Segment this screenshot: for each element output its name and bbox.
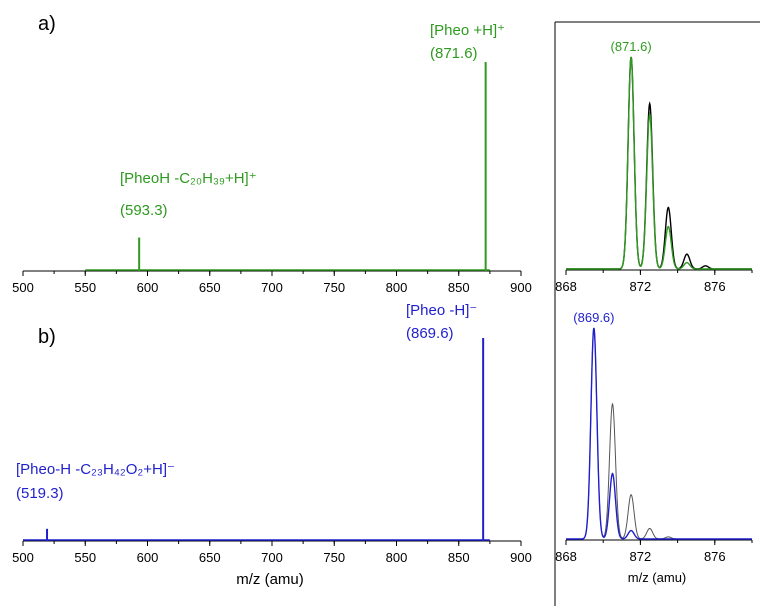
a-main-peak-label-593.3-line1: (593.3): [120, 202, 168, 219]
a-inset-series-green: [566, 56, 752, 270]
b-main-tick-label-650: 650: [199, 550, 221, 565]
a-main-tick-label-500: 500: [12, 280, 34, 295]
b-main-tick-label-900: 900: [510, 550, 532, 565]
a-inset-tick-label-868: 868: [555, 279, 577, 294]
a-main-peak-label-871.6-line0: [Pheo +H]⁺: [430, 22, 505, 39]
b-main-peak-label-869.6-line1: (869.6): [406, 325, 454, 342]
b-inset-series-gray: [566, 327, 752, 540]
b-inset-annotation: (869.6): [573, 310, 614, 325]
panel-a-label: a): [38, 13, 56, 35]
b-main-xlabel: m/z (amu): [236, 571, 304, 588]
b-main-tick-label-750: 750: [323, 550, 345, 565]
b-main-tick-label-800: 800: [386, 550, 408, 565]
b-main-peak-label-869.6-line0: [Pheo -H]⁻: [406, 302, 477, 319]
chart-b-inset-isotope: 868 872 876 (869.6): [555, 310, 753, 564]
panel-b-label: b): [38, 326, 56, 348]
b-inset-tick-label-876: 876: [704, 549, 726, 564]
b-main-peak-label-519.3-line0: [Pheo-H -C₂₃H₄₂O₂+H]⁻: [16, 461, 175, 478]
a-inset-tick-label-876: 876: [704, 279, 726, 294]
a-main-tick-label-650: 650: [199, 280, 221, 295]
b-inset-tick-label-868: 868: [555, 549, 577, 564]
a-inset-tick-label-872: 872: [630, 279, 652, 294]
a-main-tick-label-900: 900: [510, 280, 532, 295]
a-inset-series-black: [566, 56, 752, 270]
chart-a-inset-isotope: 868 872 876 (871.6): [555, 39, 753, 294]
b-inset-xlabel: m/z (amu): [628, 570, 687, 585]
b-inset-tick-label-872: 872: [630, 549, 652, 564]
b-main-tick-label-700: 700: [261, 550, 283, 565]
a-main-peak-label-871.6-line1: (871.6): [430, 45, 478, 62]
b-inset-series-blue: [566, 327, 752, 540]
chart-b-main-spectrum: 500 550 600 650 700 750 800 850 900 [Pheo-H -C₂₃H…: [12, 302, 532, 565]
a-main-tick-label-700: 700: [261, 280, 283, 295]
a-main-tick-label-600: 600: [137, 280, 159, 295]
b-main-tick-label-550: 550: [74, 550, 96, 565]
a-main-tick-label-550: 550: [74, 280, 96, 295]
a-main-peak-label-593.3-line0: [PheoH -C₂₀H₃₉+H]⁺: [120, 170, 257, 187]
a-main-tick-label-800: 800: [386, 280, 408, 295]
a-main-tick-label-750: 750: [323, 280, 345, 295]
b-main-tick-label-600: 600: [137, 550, 159, 565]
a-inset-annotation: (871.6): [610, 39, 651, 54]
chart-a-main-spectrum: 500 550 600 650 700 750 800 850 900 [PheoH -C₂₀H₃…: [12, 22, 532, 295]
b-main-tick-label-850: 850: [448, 550, 470, 565]
b-main-tick-label-500: 500: [12, 550, 34, 565]
b-main-peak-label-519.3-line1: (519.3): [16, 485, 64, 502]
a-main-tick-label-850: 850: [448, 280, 470, 295]
